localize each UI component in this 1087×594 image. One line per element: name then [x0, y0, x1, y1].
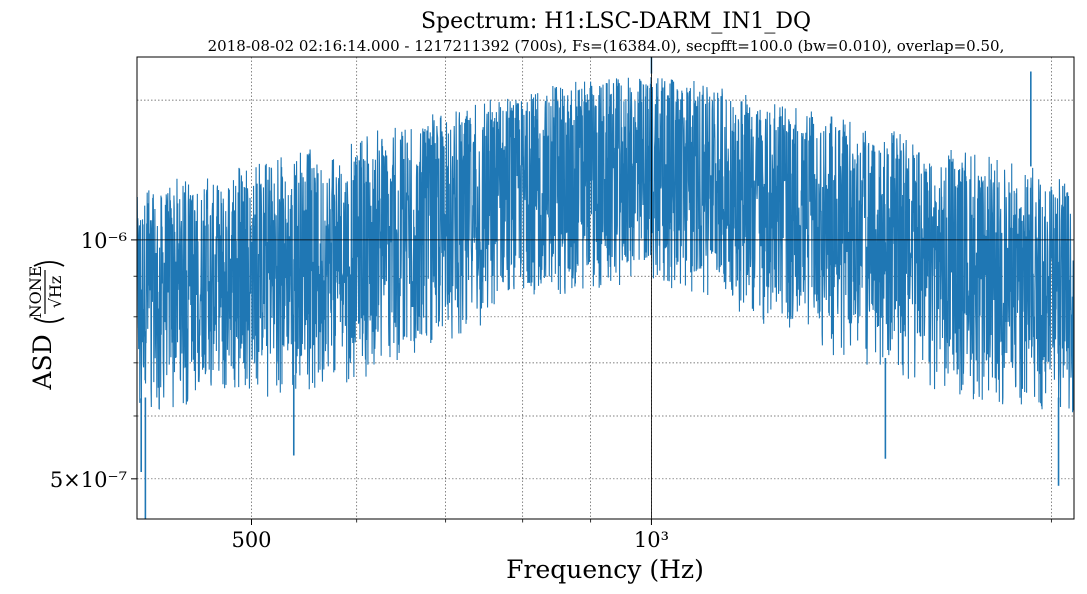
chart-title: Spectrum: H1:LSC-DARM_IN1_DQ — [421, 9, 811, 34]
x-axis-label: Frequency (Hz) — [506, 555, 704, 584]
asd-trace — [137, 77, 1074, 413]
x-tick-label: 500 — [231, 528, 271, 552]
y-axis-label-denominator: √Hz — [46, 276, 65, 309]
chart-subtitle: 2018-08-02 02:16:14.000 - 1217211392 (70… — [208, 37, 1005, 55]
plot-frame — [136, 56, 1075, 520]
axes-frame — [131, 56, 1075, 525]
y-axis-label: ASD NONE √Hz — [26, 261, 65, 391]
y-axis-label-prefix: ASD — [28, 334, 57, 390]
y-tick-label: 10⁻⁶ — [81, 229, 127, 253]
x-tick-label: 10³ — [634, 528, 669, 552]
asd-series — [137, 57, 1074, 519]
tick-labels: 500 10³ 5×10⁻⁷ 10⁻⁶ — [50, 229, 669, 552]
y-axis-label-numerator: NONE — [26, 266, 45, 319]
y-tick-label: 5×10⁻⁷ — [50, 468, 127, 492]
